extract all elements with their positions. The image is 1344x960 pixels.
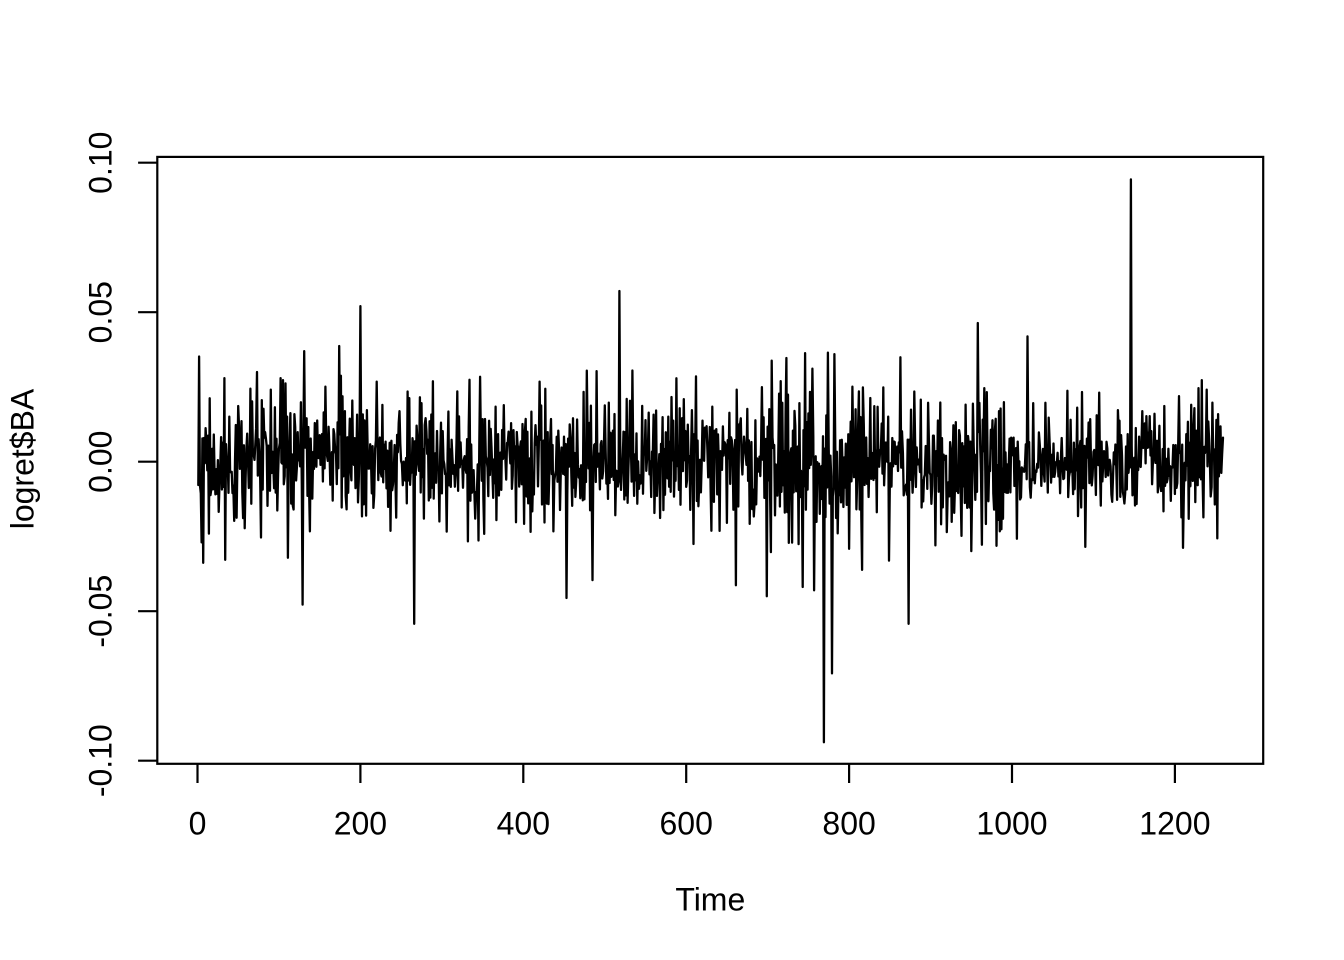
svg-text:0.05: 0.05 xyxy=(83,281,119,343)
svg-text:800: 800 xyxy=(822,806,875,842)
svg-text:logret$BA: logret$BA xyxy=(5,388,41,529)
svg-text:600: 600 xyxy=(660,806,713,842)
svg-text:Time: Time xyxy=(675,882,745,918)
svg-text:400: 400 xyxy=(497,806,550,842)
svg-text:200: 200 xyxy=(334,806,387,842)
svg-text:-0.05: -0.05 xyxy=(83,575,119,648)
svg-text:1200: 1200 xyxy=(1139,806,1210,842)
svg-text:0.10: 0.10 xyxy=(83,132,119,194)
svg-text:-0.10: -0.10 xyxy=(83,724,119,797)
svg-text:0.00: 0.00 xyxy=(83,431,119,493)
svg-text:0: 0 xyxy=(189,806,207,842)
svg-text:1000: 1000 xyxy=(976,806,1047,842)
